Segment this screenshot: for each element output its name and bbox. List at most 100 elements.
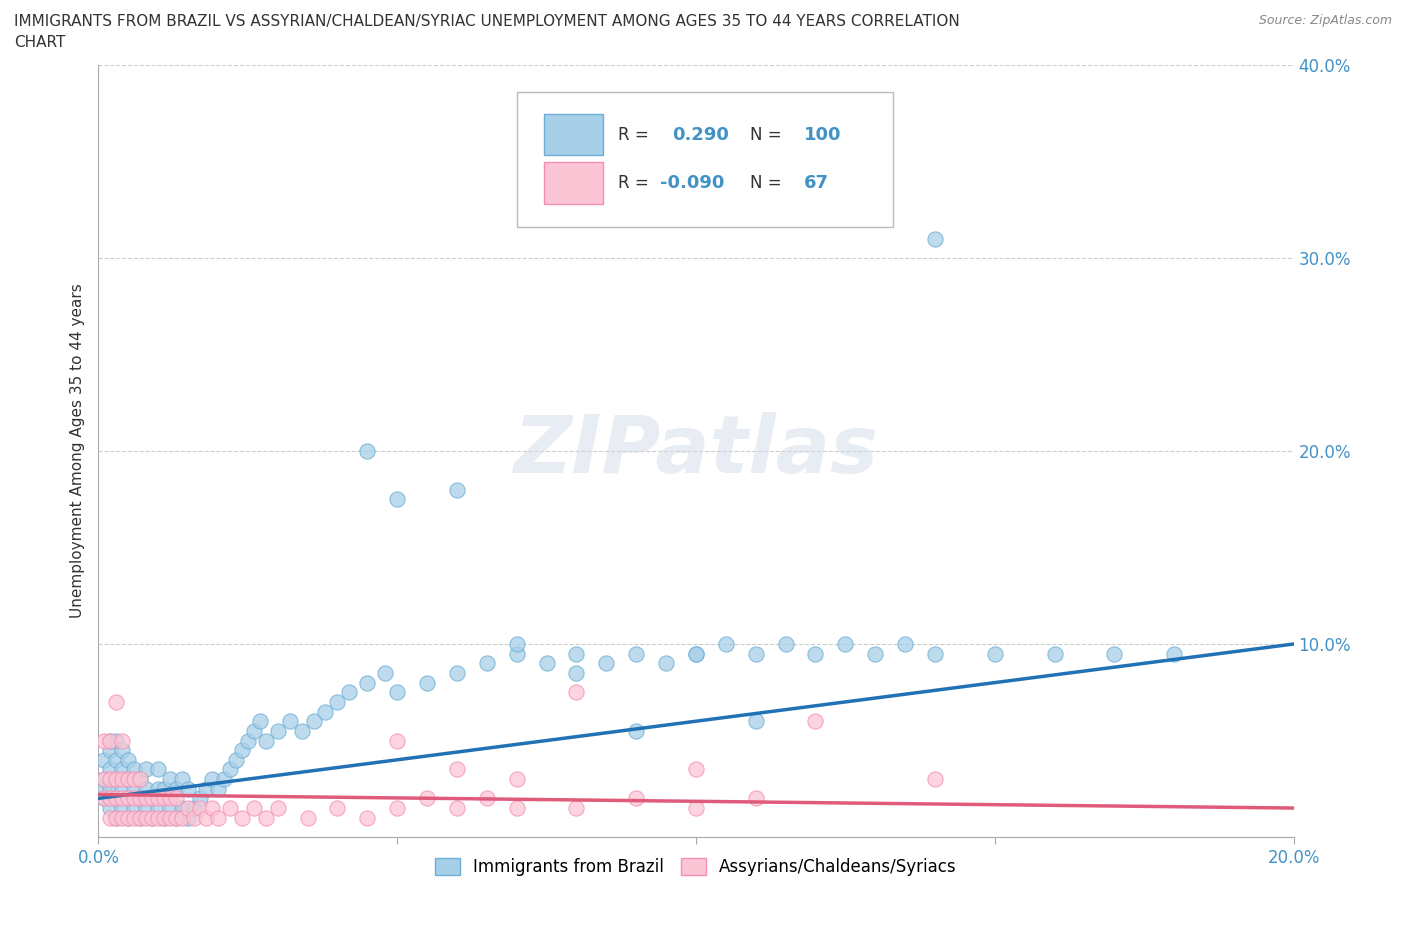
Point [339, 684, 361, 699]
Point [129, 790, 152, 805]
Point [111, 790, 134, 805]
Point [129, 772, 152, 787]
Text: N =: N = [749, 126, 782, 143]
Point [124, 801, 146, 816]
Point [225, 752, 247, 767]
Point [475, 790, 498, 805]
Point [172, 801, 194, 816]
Point [105, 752, 128, 767]
Point [117, 790, 139, 805]
Point [219, 801, 242, 816]
Point [105, 790, 128, 805]
Point [506, 646, 529, 661]
Point [93, 781, 115, 796]
Point [135, 762, 157, 777]
Point [159, 801, 181, 816]
Point [385, 801, 409, 816]
Point [626, 646, 648, 661]
Point [446, 762, 468, 777]
Text: IMMIGRANTS FROM BRAZIL VS ASSYRIAN/CHALDEAN/SYRIAC UNEMPLOYMENT AMONG AGES 35 TO: IMMIGRANTS FROM BRAZIL VS ASSYRIAN/CHALD… [14, 14, 960, 29]
Point [177, 781, 200, 796]
Point [129, 790, 152, 805]
Point [626, 790, 648, 805]
Point [148, 762, 170, 777]
Point [135, 810, 157, 825]
Point [105, 810, 128, 825]
Point [117, 810, 139, 825]
Point [231, 743, 253, 758]
Point [326, 695, 349, 710]
Point [446, 801, 468, 816]
Point [1163, 646, 1185, 661]
Text: N =: N = [749, 174, 782, 193]
Point [105, 772, 128, 787]
Point [201, 801, 224, 816]
Point [775, 637, 797, 652]
Point [254, 733, 277, 748]
Point [148, 790, 170, 805]
Point [129, 810, 152, 825]
Point [141, 810, 163, 825]
Point [111, 762, 134, 777]
Point [924, 646, 946, 661]
Point [804, 714, 827, 729]
Point [117, 772, 139, 787]
Point [249, 714, 271, 729]
Point [595, 656, 617, 671]
Point [231, 810, 253, 825]
Point [172, 772, 194, 787]
Point [135, 781, 157, 796]
Point [141, 790, 163, 805]
Point [124, 790, 146, 805]
Point [416, 790, 439, 805]
Point [188, 790, 211, 805]
Point [267, 724, 290, 738]
Point [416, 675, 439, 690]
Point [98, 790, 122, 805]
Point [626, 724, 648, 738]
Point [153, 810, 176, 825]
Point [297, 810, 319, 825]
Point [141, 810, 163, 825]
Point [243, 724, 266, 738]
Point [93, 790, 115, 805]
Point [188, 801, 211, 816]
Point [148, 781, 170, 796]
Point [356, 444, 378, 458]
Point [98, 772, 122, 787]
Point [685, 646, 707, 661]
Point [745, 714, 768, 729]
Point [212, 772, 235, 787]
Point [135, 790, 157, 805]
Point [129, 810, 152, 825]
Point [302, 714, 325, 729]
Point [105, 733, 128, 748]
Point [865, 646, 887, 661]
Point [183, 801, 205, 816]
Point [93, 772, 115, 787]
Point [165, 781, 187, 796]
Point [745, 646, 768, 661]
Point [159, 772, 181, 787]
Point [685, 762, 707, 777]
Point [111, 810, 134, 825]
Point [165, 790, 187, 805]
Point [153, 781, 176, 796]
Point [326, 801, 349, 816]
Point [172, 810, 194, 825]
Text: CHART: CHART [14, 35, 66, 50]
Point [98, 733, 122, 748]
Point [714, 637, 737, 652]
Point [93, 790, 115, 805]
Point [148, 801, 170, 816]
Point [446, 482, 468, 497]
Point [135, 801, 157, 816]
Point [98, 810, 122, 825]
Point [315, 704, 337, 719]
Text: 100: 100 [804, 126, 841, 143]
Point [105, 695, 128, 710]
Point [124, 772, 146, 787]
Point [565, 801, 588, 816]
Point [141, 790, 163, 805]
Point [117, 752, 139, 767]
